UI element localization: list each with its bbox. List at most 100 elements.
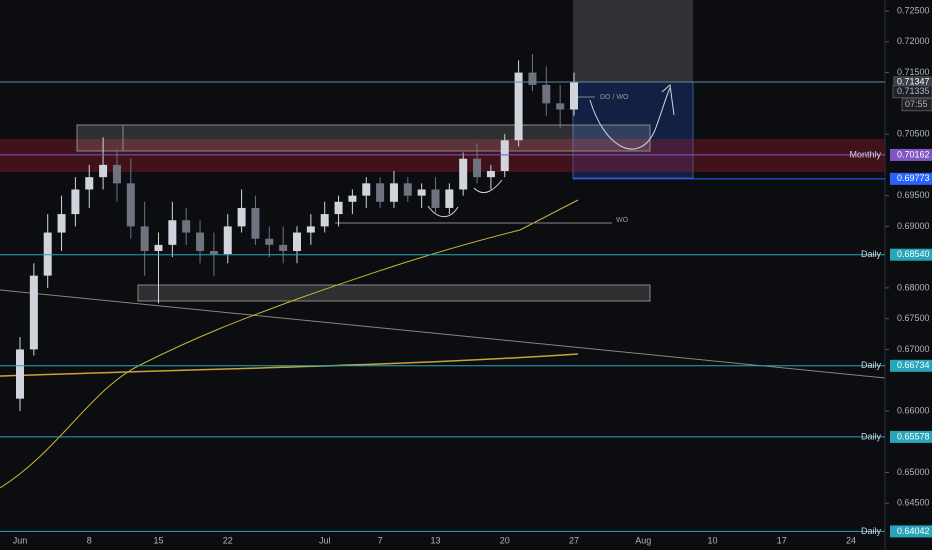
price-label: 0.68540	[897, 249, 930, 259]
candle-body	[237, 207, 246, 227]
candle-body	[514, 72, 523, 141]
candle-body	[389, 183, 398, 202]
annotation: DO / WO	[600, 94, 629, 101]
price-label-bg	[890, 430, 932, 443]
x-tick-label: 24	[846, 535, 856, 545]
x-tick-label: 15	[153, 535, 163, 545]
candle-body	[196, 232, 205, 252]
range-box	[76, 124, 651, 152]
price-label-bg	[890, 248, 932, 261]
zone-price-label: 0.69773	[897, 173, 930, 183]
y-tick-label: 0.67000	[897, 344, 930, 354]
candle-body	[85, 177, 94, 190]
candle-body	[459, 158, 468, 190]
countdown: 07:55	[905, 99, 928, 109]
y-tick-label: 0.66000	[897, 405, 930, 415]
candle-body	[500, 140, 509, 172]
candle-body	[293, 232, 301, 252]
level-name: Monthly	[849, 149, 881, 159]
candle-body	[445, 189, 454, 208]
projection-curve	[589, 87, 671, 150]
candle-body	[431, 189, 440, 208]
trend-line	[0, 289, 886, 379]
price-label-bg	[890, 172, 932, 185]
candle-body	[57, 214, 66, 233]
x-tick-label: 20	[500, 535, 510, 545]
bid-price-label: 0.71335	[897, 86, 930, 96]
price-label: 0.65578	[897, 431, 930, 441]
candle-body	[168, 220, 177, 245]
candle-body	[376, 183, 385, 202]
projection-arrow	[661, 84, 675, 116]
candle-body	[570, 82, 578, 110]
candle-body	[348, 195, 357, 202]
candle-body	[542, 84, 551, 104]
candle-body	[265, 238, 274, 245]
moving-average	[0, 353, 579, 377]
y-tick-label: 0.68000	[897, 282, 930, 292]
candle-body	[334, 201, 343, 215]
stop-box	[572, 81, 694, 179]
level-name: Daily	[861, 431, 882, 441]
candle-body	[71, 189, 80, 215]
y-tick-label: 0.67500	[897, 313, 930, 323]
annotation: WO	[616, 217, 629, 224]
y-tick-label: 0.69500	[897, 190, 930, 200]
candle-body	[403, 183, 412, 196]
candle-body	[251, 207, 260, 239]
x-tick-label: 17	[777, 535, 787, 545]
candle-body	[473, 158, 482, 178]
price-label: 0.70162	[897, 149, 930, 159]
y-tick-label: 0.71500	[897, 67, 930, 77]
y-tick-label: 0.72500	[897, 5, 930, 15]
x-tick-label: Aug	[635, 535, 651, 545]
candle-body	[306, 226, 315, 233]
support-box	[137, 284, 651, 302]
y-tick-label: 0.72000	[897, 36, 930, 46]
y-tick-label: 0.64500	[897, 498, 930, 508]
x-tick-label: Jun	[13, 535, 28, 545]
candle-body	[417, 189, 426, 196]
y-tick-label: 0.69000	[897, 221, 930, 231]
price-label: 0.64042	[897, 526, 930, 536]
candle-body	[140, 226, 149, 252]
candle-body	[16, 349, 24, 399]
price-label-bg	[890, 525, 932, 538]
y-tick-label: 0.70500	[897, 128, 930, 138]
price-label-bg	[892, 85, 932, 99]
price-label-bg	[890, 359, 932, 372]
candle-body	[528, 72, 537, 85]
monthly-zone	[0, 139, 885, 172]
candle-body	[126, 183, 135, 227]
y-tick-label: 0.65000	[897, 467, 930, 477]
price-label-bg	[890, 148, 932, 161]
x-tick-label: 10	[707, 535, 717, 545]
x-tick-label: Jul	[319, 535, 331, 545]
candle-body	[279, 244, 288, 252]
x-tick-label: 22	[223, 535, 233, 545]
price-label: 0.66734	[897, 360, 930, 370]
candle-body	[182, 220, 191, 233]
candle-body	[112, 164, 121, 184]
pattern-curve	[427, 205, 459, 218]
candle-body	[223, 226, 232, 255]
x-tick-label: 13	[430, 535, 440, 545]
candle-body	[99, 164, 108, 178]
level-name: Daily	[861, 526, 882, 536]
x-tick-label: 8	[87, 535, 92, 545]
candle-body	[29, 275, 38, 350]
target-box	[573, 0, 693, 82]
current-price-label: 0.71347	[897, 76, 930, 86]
countdown-bg	[901, 98, 932, 112]
candle-body	[154, 244, 163, 252]
level-name: Daily	[861, 360, 882, 370]
x-tick-label: 7	[378, 535, 383, 545]
candle-body	[486, 171, 495, 178]
candle-body	[556, 103, 565, 110]
candle-body	[43, 232, 52, 276]
drawings	[0, 0, 886, 550]
pattern-curve	[473, 179, 503, 193]
candle-body	[320, 214, 329, 227]
